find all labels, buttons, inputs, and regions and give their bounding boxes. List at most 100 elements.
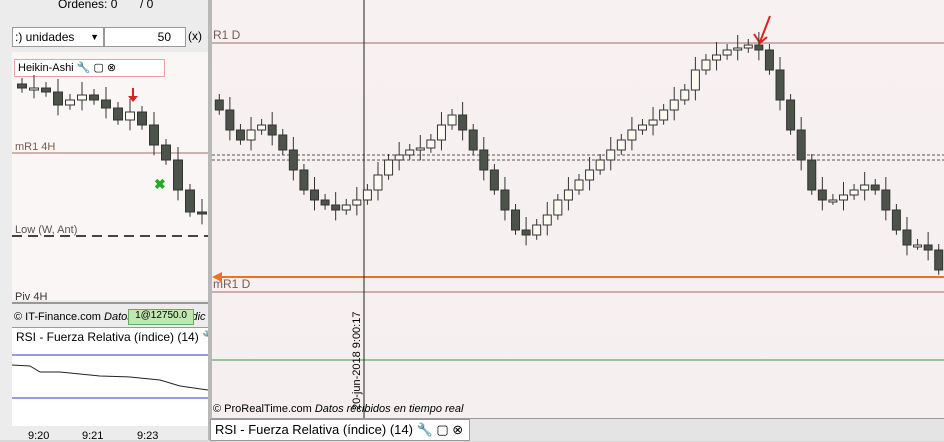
candle-body <box>341 204 351 211</box>
time-label: 9:23 <box>137 430 159 442</box>
rsi-tab[interactable]: RSI - Fuerza Relativa (índice) (14) 🔧 ▢ … <box>210 419 471 441</box>
orders-sep: / 0 <box>140 0 154 11</box>
candle-body <box>606 149 616 161</box>
candle-body <box>712 54 722 61</box>
arrow-icon <box>128 88 138 102</box>
candle-body <box>563 189 573 201</box>
candle-body <box>680 89 690 101</box>
candle-body <box>775 69 785 101</box>
divider[interactable] <box>208 0 212 440</box>
level-label: mR1 4H <box>15 141 56 153</box>
candle-body <box>637 124 647 131</box>
rsi-tab-text: RSI - Fuerza Relativa (índice) (14) <box>215 422 413 437</box>
candle-body <box>648 119 658 126</box>
candle-body <box>542 214 552 226</box>
candle-body <box>235 129 245 141</box>
candle-body <box>65 99 75 106</box>
candle-body <box>125 111 135 121</box>
unit-dropdown[interactable]: :) unidades ▼ <box>12 27 104 47</box>
candle-body <box>807 159 817 191</box>
candle-body <box>764 49 774 71</box>
candle-body <box>89 94 99 101</box>
candle-body <box>101 99 111 109</box>
time-label: 9:21 <box>82 430 104 442</box>
candle-body <box>500 189 510 211</box>
candle-body <box>532 224 542 236</box>
indicator-text: Heikin-Ashi <box>18 62 74 74</box>
source-text: © ProRealTime.com <box>213 403 312 415</box>
candle-body <box>817 189 827 201</box>
candle-body <box>479 149 489 171</box>
candle-body <box>659 109 669 121</box>
candle-body <box>299 169 309 191</box>
left-drawing: ✖ <box>11 75 208 399</box>
candle-body <box>585 169 595 181</box>
candle-body <box>29 87 39 91</box>
candle-body <box>331 204 341 211</box>
level-label: Low (W, Ant) <box>15 224 78 236</box>
candle-body <box>891 209 901 231</box>
candle-body <box>161 144 171 161</box>
candle-body <box>278 134 288 151</box>
candle-body <box>173 159 183 191</box>
candle-body <box>320 199 330 206</box>
candle-body <box>288 149 298 171</box>
orders-label: Órdenes: 0 <box>58 0 118 11</box>
candle-body <box>934 249 944 271</box>
cursor-time: 20-jun-2018 9:00:17 <box>351 311 363 410</box>
candle-body <box>185 189 195 213</box>
candle-body <box>489 169 499 191</box>
quantity-input[interactable]: 50 <box>104 27 186 47</box>
candle-body <box>754 44 764 51</box>
candle-body <box>405 149 415 156</box>
rsi-line <box>11 364 208 391</box>
candle-body <box>595 159 605 171</box>
multiplier: (x) <box>188 29 202 43</box>
candle-body <box>902 229 912 246</box>
candle-body <box>197 211 207 215</box>
candle-body <box>468 129 478 151</box>
candle-body <box>923 244 933 251</box>
candle-body <box>113 107 123 121</box>
candle-body <box>627 129 637 141</box>
candle-body <box>616 139 626 151</box>
candle-body <box>447 114 457 126</box>
level-label: mR1 D <box>213 277 251 291</box>
candle-body <box>214 99 224 111</box>
annotation-arrow <box>753 15 771 45</box>
rsi-title: RSI - Fuerza Relativa (índice) (14) 🔧 <box>12 327 217 346</box>
source: © ProRealTime.com Datos recibidos en tie… <box>213 403 463 415</box>
time-label: 9:20 <box>28 430 50 442</box>
candle-body <box>870 184 880 191</box>
candle-body <box>574 179 584 191</box>
candle-body <box>394 154 404 161</box>
source-text: © IT-Finance.com <box>14 311 101 323</box>
candle-body <box>838 194 848 201</box>
candle-body <box>267 124 277 136</box>
candle-body <box>511 209 521 231</box>
candle-body <box>521 229 531 236</box>
candle-body <box>41 87 51 93</box>
candle-body <box>384 159 394 176</box>
candle-body <box>53 91 63 106</box>
candle-body <box>701 59 711 71</box>
candle-body <box>743 44 753 49</box>
candle-body <box>860 184 870 191</box>
candle-body <box>137 111 147 126</box>
candle-body <box>828 199 838 203</box>
candle-body <box>17 83 27 89</box>
level-label: Piv 4H <box>15 291 48 303</box>
candle-body <box>362 189 372 201</box>
candle-body <box>722 49 732 56</box>
candle-body <box>373 174 383 191</box>
candle-body <box>458 114 468 131</box>
order-tag[interactable]: 1@12750.0 <box>128 309 194 325</box>
candle-body <box>352 199 362 206</box>
candle-body <box>149 124 159 146</box>
candle-body <box>881 189 891 211</box>
indicator-label: Heikin-Ashi 🔧 ▢ ⊗ <box>14 59 165 77</box>
candle-body <box>225 109 235 131</box>
quantity-text: 50 <box>157 30 171 44</box>
candle-body <box>849 189 859 196</box>
